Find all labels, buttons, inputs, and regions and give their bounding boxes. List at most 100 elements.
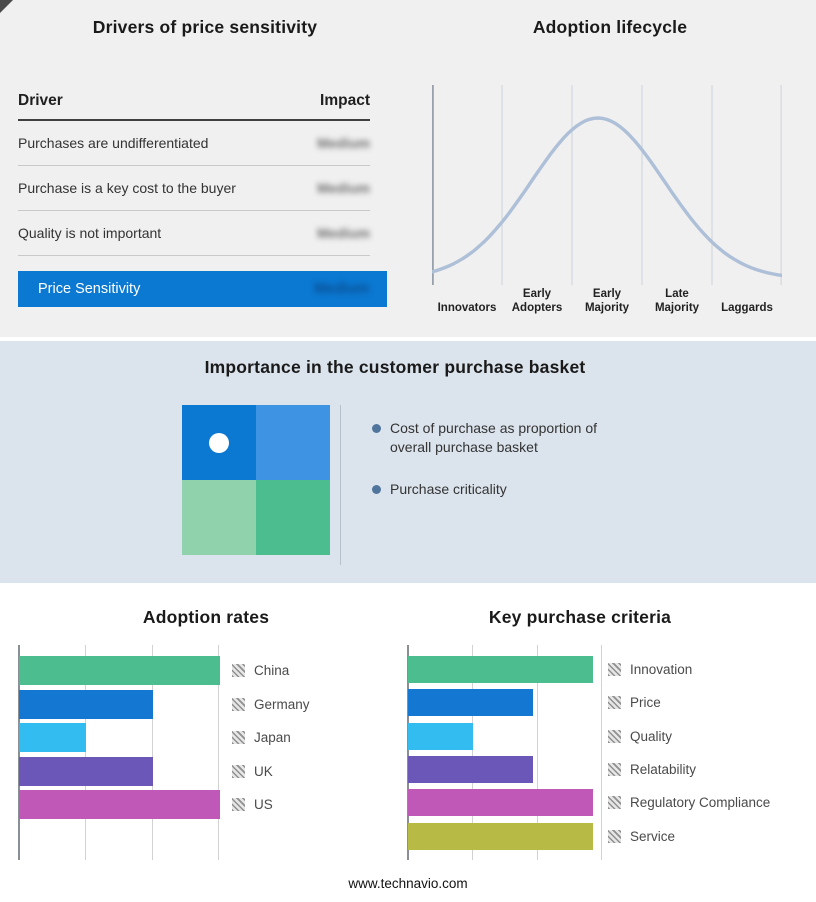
legend-label: UK (254, 763, 273, 779)
stage-label-early-adopters: Early Adopters (511, 288, 563, 315)
driver-cell: Purchase is a key cost to the buyer (18, 180, 236, 196)
driver-cell: Purchases are undifferentiated (18, 135, 209, 151)
adoption-rates-legend: China Germany Japan UK US (232, 654, 310, 822)
purchase-basket-quadrant (182, 405, 330, 555)
key-purchase-criteria-title: Key purchase criteria (488, 607, 672, 627)
quadrant-top-left (182, 405, 256, 480)
bar-germany (19, 689, 153, 719)
key-purchase-criteria-chart (407, 645, 604, 860)
drivers-panel-title: Drivers of price sensitivity (92, 17, 318, 37)
chart-axis-line (18, 645, 20, 860)
price-sensitivity-row: Price Sensitivity Medium (18, 271, 387, 307)
chart-gridline (472, 645, 473, 860)
stage-label-laggards: Laggards (721, 302, 773, 315)
legend-item-uk: UK (232, 755, 310, 789)
bar-japan (19, 723, 86, 752)
legend-label: Innovation (630, 662, 693, 678)
bar-china (19, 656, 220, 685)
bullet-text: Purchase criticality (390, 481, 507, 497)
legend-item-quality: Quality (608, 720, 770, 753)
legend-swatch-icon (232, 731, 245, 745)
bullet-icon (372, 485, 381, 494)
bullet-item: Purchase criticality (372, 480, 638, 499)
table-row: Purchases are undifferentiated Medium (18, 121, 370, 166)
driver-cell: Quality is not important (18, 225, 162, 241)
adoption-bell-curve (432, 116, 782, 278)
legend-swatch-icon (608, 663, 621, 677)
bar-uk (19, 756, 153, 786)
legend-label: Relatability (630, 762, 697, 778)
bar-price (408, 689, 533, 717)
legend-swatch-icon (232, 664, 245, 678)
legend-label: Price (630, 695, 661, 711)
legend-swatch-icon (608, 763, 621, 777)
quadrant-axis-line (340, 405, 341, 565)
lifecycle-panel-title: Adoption lifecycle (532, 17, 688, 37)
legend-item-china: China (232, 654, 310, 688)
column-header-impact: Impact (320, 92, 370, 109)
legend-label: Japan (254, 730, 291, 746)
basket-section-background (0, 341, 816, 583)
drivers-table-header: Driver Impact (18, 92, 370, 121)
footer-url: www.technavio.com (348, 876, 468, 891)
column-header-driver: Driver (18, 92, 63, 109)
price-sensitivity-label: Price Sensitivity (38, 281, 141, 297)
chart-gridline (85, 645, 86, 860)
key-purchase-criteria-legend: Innovation Price Quality Relatability Regula… (608, 653, 770, 853)
legend-label: Germany (254, 696, 310, 712)
legend-item-regulatory-compliance: Regulatory Compliance (608, 786, 770, 819)
basket-panel-title: Importance in the customer purchase bask… (204, 357, 586, 377)
adoption-rates-chart (18, 645, 221, 860)
bar-service (408, 822, 594, 850)
stage-label-innovators: Innovators (437, 302, 497, 315)
legend-swatch-icon (232, 764, 245, 778)
legend-item-relatability: Relatability (608, 753, 770, 786)
chart-gridline (152, 645, 153, 860)
table-row: Quality is not important Medium (18, 211, 370, 256)
chart-gridline (537, 645, 538, 860)
bar-regulatory-compliance (408, 789, 594, 817)
bullet-text: Cost of purchase as proportion of overal… (390, 420, 598, 456)
quadrant-bottom-left (182, 480, 256, 555)
price-sensitivity-impact-obscured: Medium (314, 281, 369, 297)
bullet-icon (372, 424, 381, 433)
legend-label: China (254, 663, 290, 679)
legend-item-germany: Germany (232, 688, 310, 722)
legend-swatch-icon (608, 729, 621, 743)
bar-innovation (408, 656, 594, 683)
quadrant-top-right (256, 405, 330, 480)
legend-item-service: Service (608, 819, 770, 852)
legend-swatch-icon (608, 829, 621, 843)
legend-swatch-icon (232, 697, 245, 711)
page-corner-mark (0, 0, 13, 13)
impact-cell-obscured: Medium (317, 135, 370, 151)
bullet-item: Cost of purchase as proportion of overal… (372, 419, 638, 458)
drivers-table: Driver Impact Purchases are undifferenti… (18, 92, 370, 256)
bar-us (19, 790, 220, 819)
legend-swatch-icon (232, 798, 245, 812)
chart-gridline (601, 645, 602, 860)
impact-cell-obscured: Medium (317, 225, 370, 241)
legend-swatch-icon (608, 696, 621, 710)
adoption-rates-title: Adoption rates (142, 607, 270, 627)
legend-label: Regulatory Compliance (630, 795, 771, 811)
legend-label: Service (630, 828, 676, 844)
adoption-lifecycle-chart (432, 85, 782, 285)
quadrant-bottom-right (256, 480, 330, 555)
legend-swatch-icon (608, 796, 621, 810)
legend-label: US (254, 797, 273, 813)
legend-label: Quality (630, 728, 673, 744)
legend-item-innovation: Innovation (608, 653, 770, 686)
bar-relatability (408, 755, 533, 783)
stage-label-early-majority: Early Majority (584, 288, 630, 315)
lifecycle-stage-labels: Innovators Early Adopters Early Majority… (432, 286, 782, 316)
position-dot-icon (209, 432, 229, 453)
chart-gridline (218, 645, 219, 860)
chart-axis-line (407, 645, 409, 860)
table-row: Purchase is a key cost to the buyer Medi… (18, 166, 370, 211)
legend-item-us: US (232, 788, 310, 822)
bar-quality (408, 722, 473, 750)
legend-item-japan: Japan (232, 721, 310, 755)
stage-label-late-majority: Late Majority (654, 288, 700, 315)
legend-item-price: Price (608, 686, 770, 719)
